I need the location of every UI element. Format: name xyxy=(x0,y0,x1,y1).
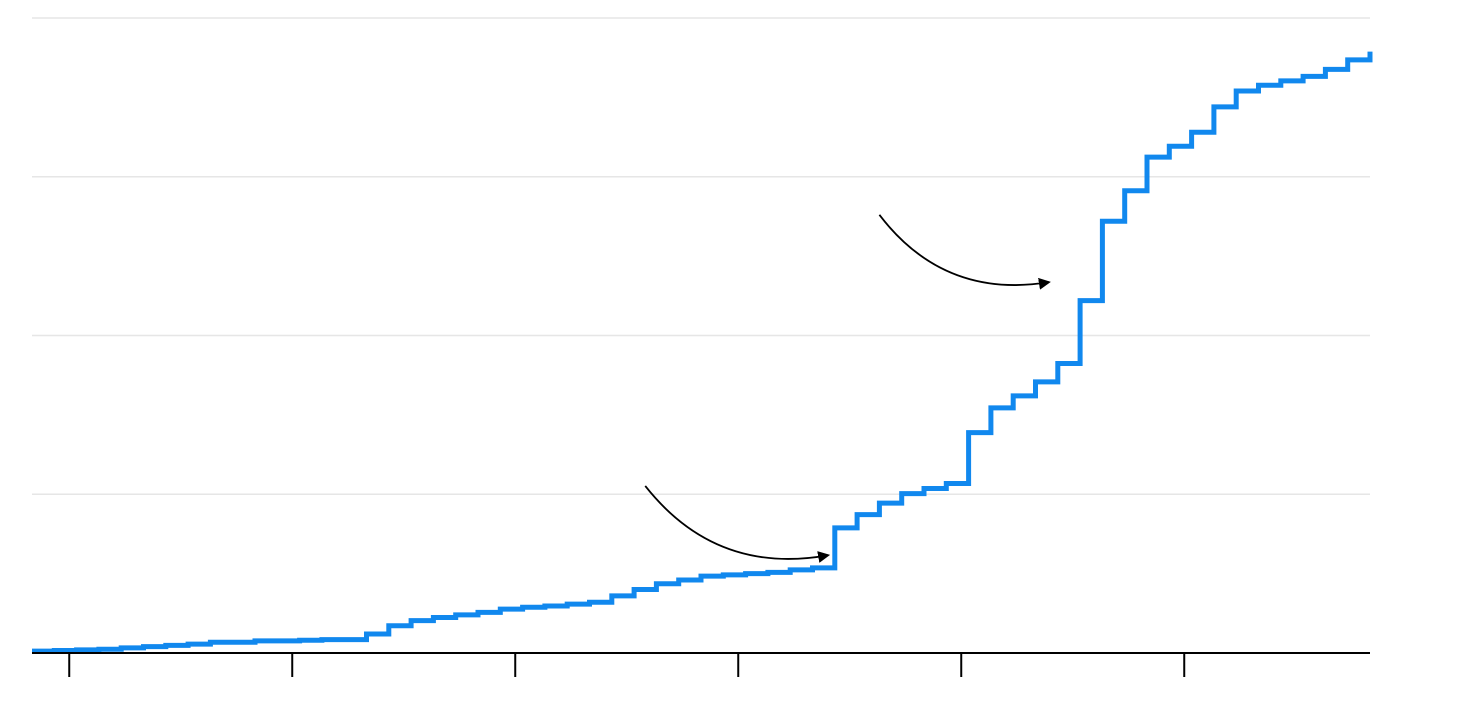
annotation-layer xyxy=(644,214,1051,563)
grid-layer xyxy=(32,17,1370,495)
series-layer xyxy=(32,51,1373,654)
annotation-arrow-1 xyxy=(644,485,831,563)
series-line-1 xyxy=(32,51,1373,654)
annotation-arrow-2 xyxy=(878,214,1051,290)
x-axis xyxy=(32,652,1370,677)
